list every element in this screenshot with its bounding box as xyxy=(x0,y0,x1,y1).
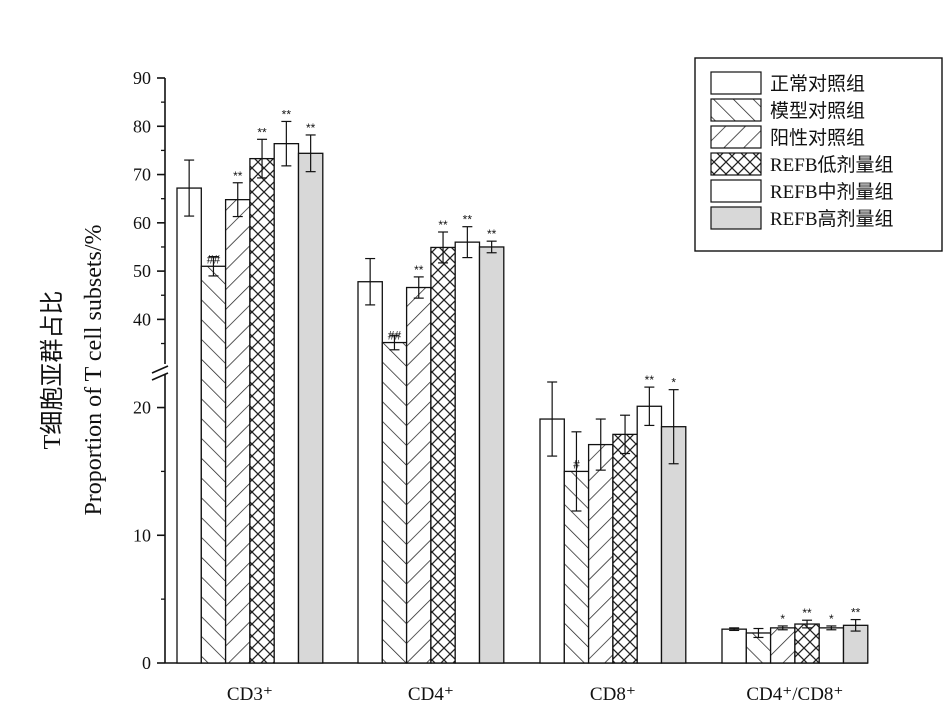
bar xyxy=(273,143,300,664)
significance-mark: * xyxy=(671,376,676,390)
bar xyxy=(430,246,456,664)
bar xyxy=(381,341,408,664)
legend-swatch xyxy=(710,71,762,95)
y-tick-label: 90 xyxy=(133,68,151,88)
y-axis-break-mark xyxy=(151,365,169,374)
legend-label: REFB高剂量组 xyxy=(770,208,894,230)
legend-swatch xyxy=(710,152,762,176)
bar xyxy=(587,443,614,664)
significance-mark: ## xyxy=(388,329,402,343)
x-category-label: CD4⁺ xyxy=(408,684,454,705)
y-tick-label: 40 xyxy=(133,309,151,329)
bar xyxy=(721,628,747,664)
legend-swatch xyxy=(710,98,762,122)
significance-mark: ** xyxy=(257,125,267,139)
legend-label: REFB低剂量组 xyxy=(770,154,894,176)
bar xyxy=(636,405,663,664)
significance-mark: ** xyxy=(414,263,424,277)
significance-mark: ** xyxy=(282,107,292,121)
bar xyxy=(200,265,227,664)
x-category-label: CD3⁺ xyxy=(227,684,273,705)
legend-swatch xyxy=(710,206,762,230)
bar xyxy=(249,157,275,664)
y-tick-label: 60 xyxy=(133,213,151,233)
bar xyxy=(818,627,845,664)
y-axis-break-mark xyxy=(151,372,169,381)
legend-label: REFB中剂量组 xyxy=(770,181,894,203)
bar xyxy=(478,246,505,664)
bar xyxy=(794,623,820,664)
significance-mark: ** xyxy=(487,227,497,241)
legend-swatch xyxy=(710,179,762,203)
significance-mark: ** xyxy=(851,606,861,620)
y-tick-label: 10 xyxy=(133,525,151,545)
y-tick-label: 20 xyxy=(133,398,151,418)
x-category-label: CD4⁺/CD8⁺ xyxy=(746,684,843,705)
significance-mark: ## xyxy=(207,252,221,266)
bar xyxy=(357,281,383,664)
significance-mark: ** xyxy=(645,373,655,387)
bar xyxy=(224,199,251,664)
bar xyxy=(297,152,324,664)
significance-mark: # xyxy=(573,457,580,471)
significance-mark: ** xyxy=(802,606,812,620)
legend-swatch xyxy=(710,125,762,149)
significance-mark: * xyxy=(829,612,834,626)
legend-label: 阳性对照组 xyxy=(770,127,865,149)
bar xyxy=(405,286,432,664)
y-tick-label: 0 xyxy=(142,653,151,673)
significance-mark: * xyxy=(780,612,785,626)
significance-mark: ** xyxy=(233,169,243,183)
y-tick-label: 50 xyxy=(133,261,151,281)
bar xyxy=(769,627,796,664)
y-axis-title-english: Proportion of T cell subsets/% xyxy=(81,224,107,515)
y-tick-label: 70 xyxy=(133,165,151,185)
legend-label: 模型对照组 xyxy=(770,100,865,122)
legend-label: 正常对照组 xyxy=(770,73,865,95)
bars xyxy=(176,120,869,664)
x-category-label: CD8⁺ xyxy=(590,684,636,705)
significance-mark: ** xyxy=(306,121,316,135)
significance-mark: ** xyxy=(438,218,448,232)
y-axis-title-chinese: T细胞亚群占比 xyxy=(39,291,66,450)
significance-mark: ** xyxy=(463,213,473,227)
bar xyxy=(454,241,481,664)
bar xyxy=(176,187,202,664)
y-tick-label: 80 xyxy=(133,116,151,136)
bar xyxy=(612,433,638,664)
